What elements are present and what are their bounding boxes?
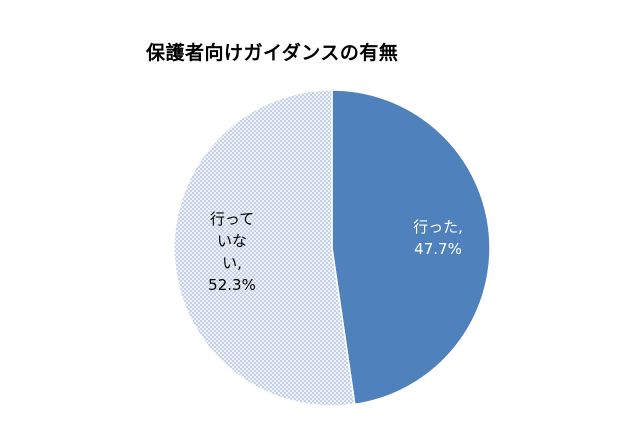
chart-title: 保護者向けガイダンスの有無 [146, 42, 399, 64]
slice-label-line: 52.3% [208, 276, 256, 294]
slice-label-line: 行った, [413, 218, 463, 236]
slice-label-itta: 行った, 47.7% [413, 218, 463, 258]
slice-label-itteinai: 行っていない, 52.3% [208, 210, 256, 294]
slice-itta [331, 89, 491, 406]
slice-label-line: い, [222, 254, 242, 272]
slice-label-line: 47.7% [414, 240, 462, 258]
slice-label-line: いな [217, 232, 247, 250]
slice-itteinai [173, 89, 356, 407]
slice-label-line: 行って [210, 210, 254, 228]
